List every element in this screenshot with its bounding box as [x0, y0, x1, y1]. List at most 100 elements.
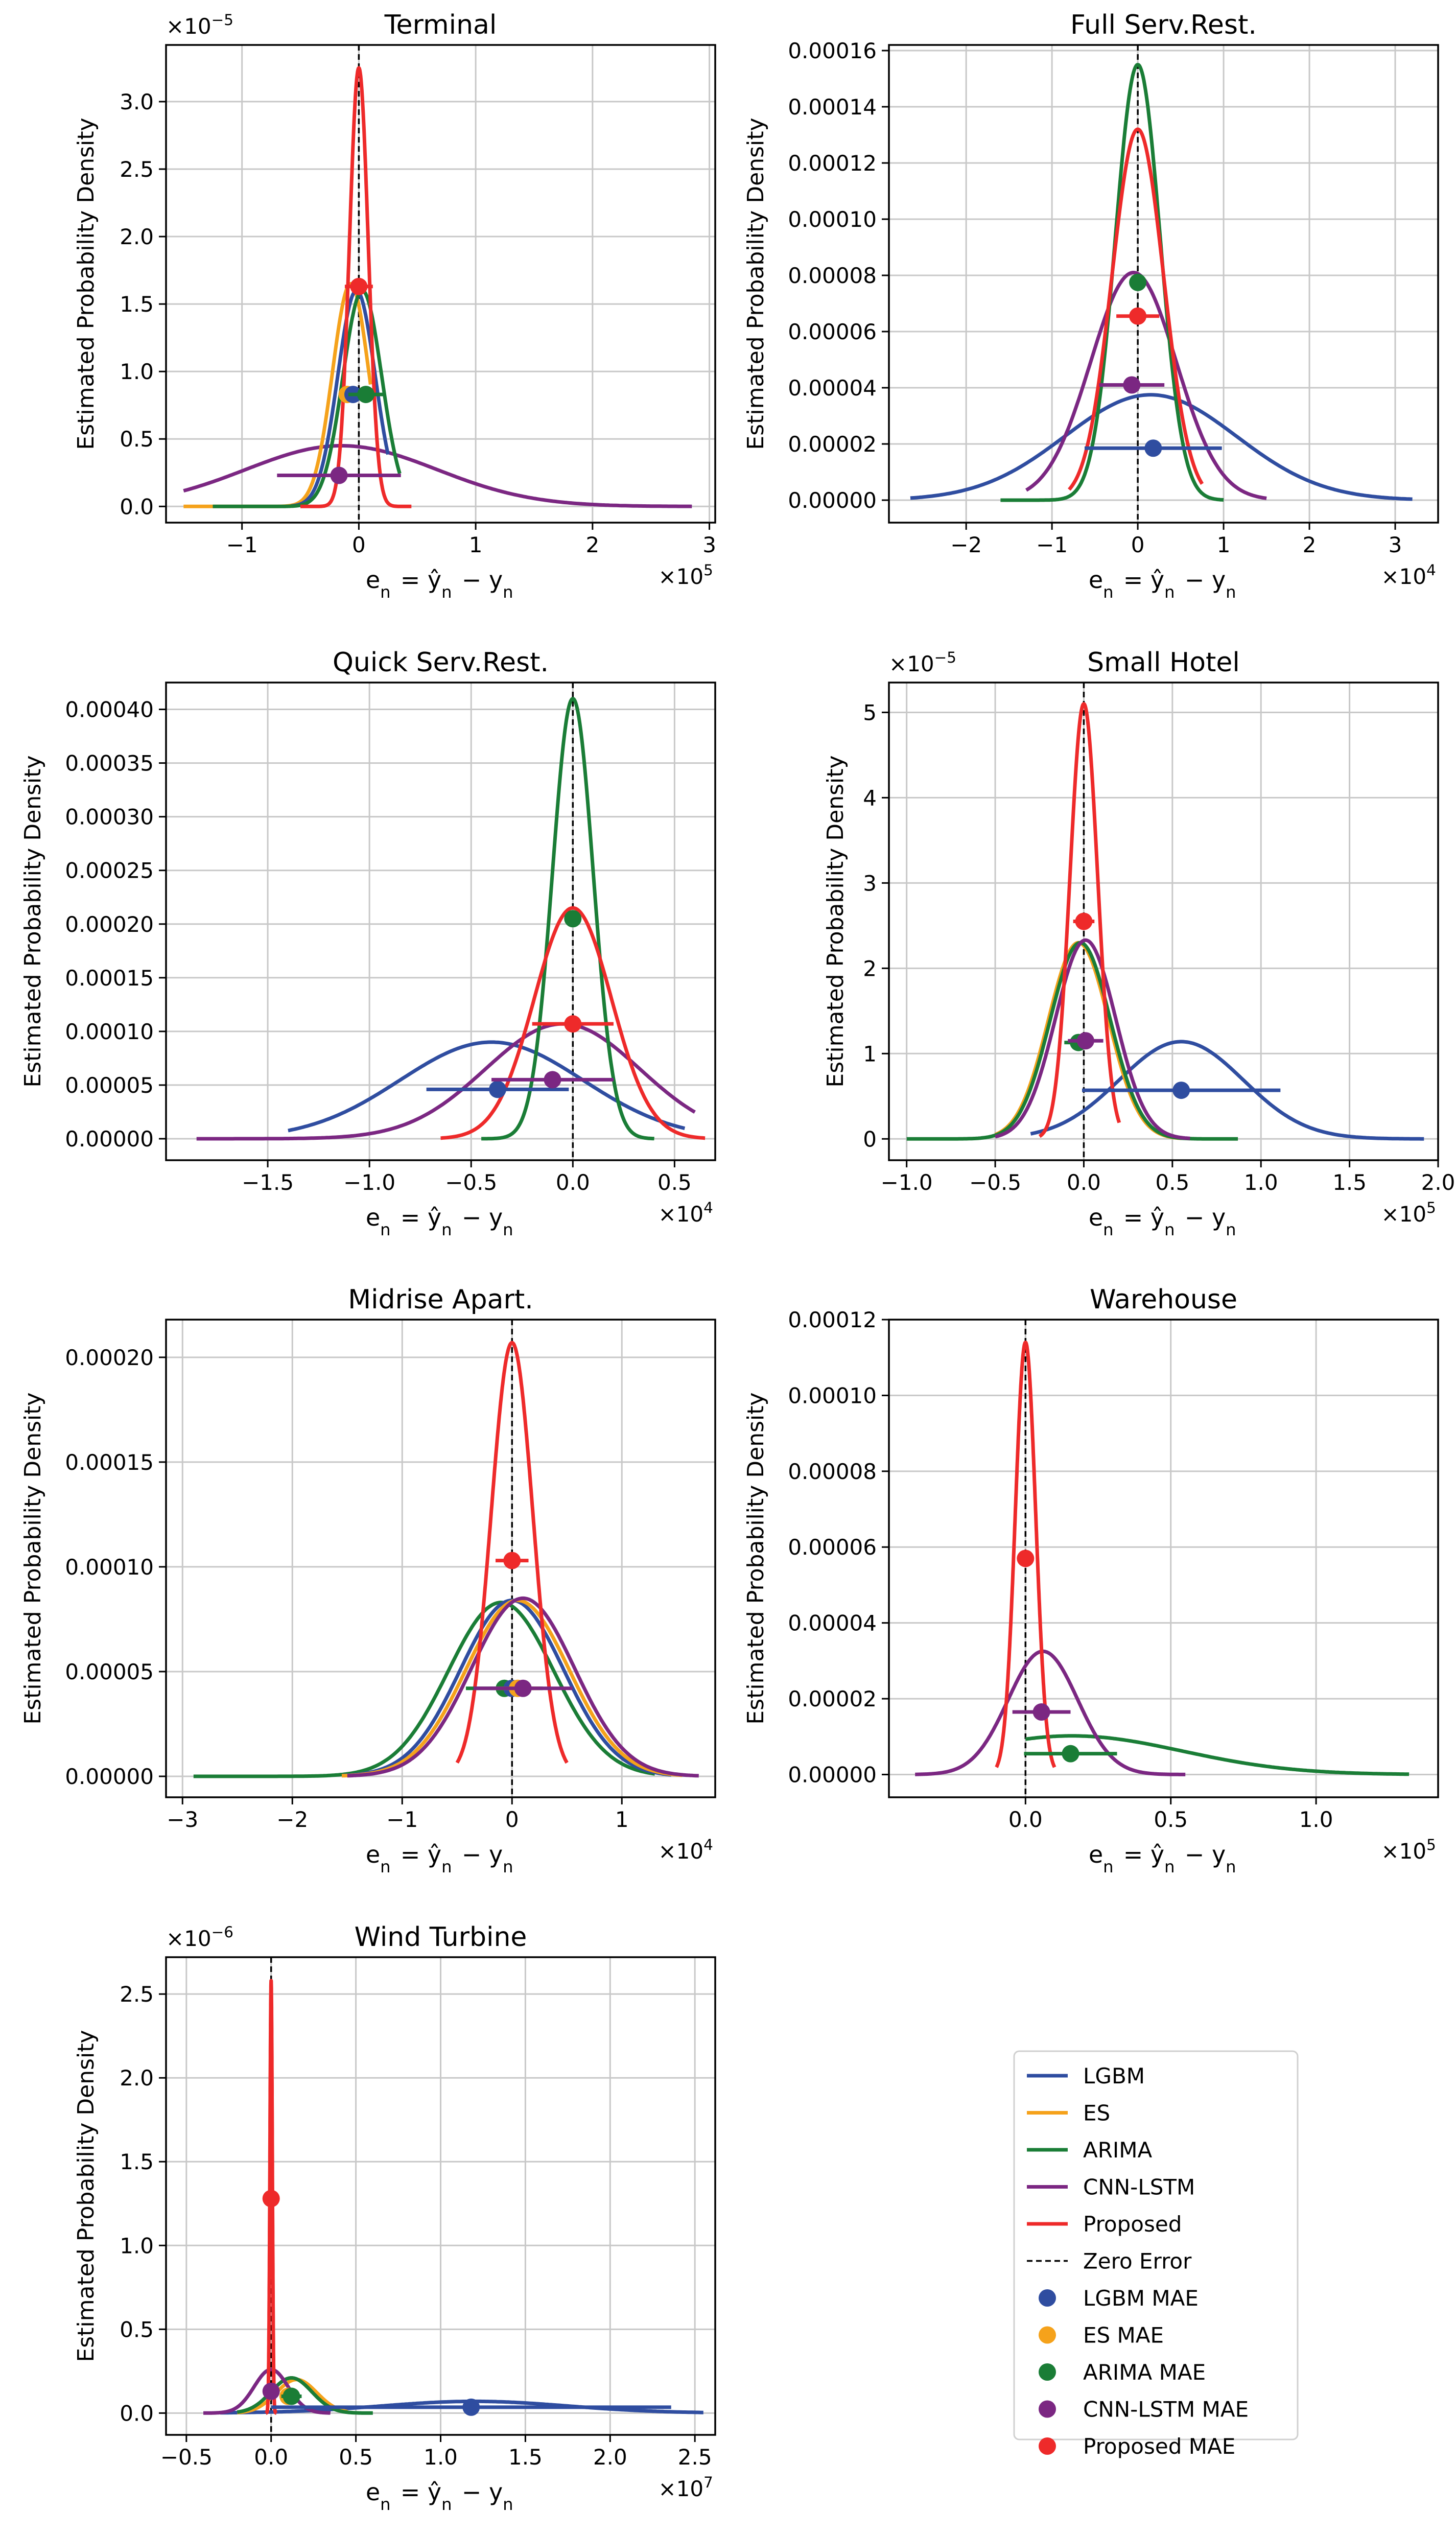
- y-tick-label: 4: [863, 785, 877, 810]
- mae-point-proposed: [350, 277, 368, 295]
- y-tick-label: 0.00015: [65, 1450, 154, 1475]
- x-tick-label: 3: [702, 532, 716, 557]
- panel-terminal: −1 0 1 2 3 0.0 0.5 1.0 1.5 2.0 2.5 3.0 Terminal en = …: [73, 10, 716, 602]
- y-tick-label: 0.00040: [65, 697, 154, 722]
- y-tick-label: 3.0: [120, 89, 154, 114]
- axes-frame: [888, 1319, 1439, 1798]
- x-tick-label: 1.5: [508, 2445, 543, 2470]
- axes-frame: [165, 1319, 716, 1798]
- legend-label: ARIMA MAE: [1083, 2360, 1206, 2385]
- mae-point-cnn-lstm: [262, 2382, 280, 2400]
- mae-point-proposed: [1075, 912, 1093, 930]
- y-axis-label: Estimated Probability Density: [20, 1392, 46, 1724]
- x-axis-label: en = ŷn − yn: [366, 2478, 515, 2514]
- legend-label: ES MAE: [1083, 2323, 1164, 2348]
- x-tick-label: 2.0: [1421, 1170, 1455, 1195]
- x-tick-label: 1.5: [1332, 1170, 1367, 1195]
- mae-point-cnn-lstm: [1123, 376, 1141, 394]
- density-curves: [196, 697, 706, 1141]
- grid: [889, 1319, 1438, 1797]
- curve-arima: [236, 2376, 374, 2415]
- legend-item-arima: ARIMA: [1027, 2138, 1153, 2163]
- y-tick-label: 0.00016: [788, 38, 877, 63]
- mae-point-arima: [1129, 273, 1147, 291]
- y-offset-multiplier: ×10−6: [166, 1923, 236, 1951]
- axes-frame: [888, 44, 1439, 524]
- x-offset-multiplier: ×105: [1381, 1836, 1438, 1864]
- x-tick-label: −1: [226, 532, 258, 557]
- y-tick-label: 2: [863, 956, 877, 981]
- legend-label: Proposed: [1083, 2212, 1182, 2237]
- y-tick-label: 1.0: [120, 359, 154, 384]
- y-tick-label: 0.00008: [788, 1459, 877, 1484]
- legend-label: CNN-LSTM MAE: [1083, 2397, 1249, 2422]
- x-offset-multiplier: ×104: [658, 1836, 715, 1864]
- legend-swatch-marker: [1039, 2289, 1056, 2307]
- y-tick-label: 2.5: [120, 1982, 154, 2007]
- y-tick-label: 0.00010: [65, 1019, 154, 1044]
- panel-midrise-apart: −3 −2 −1 0 1 0.00000 0.00005 0.00010 0.00015 0.00…: [20, 1284, 716, 1876]
- legend-label: ARIMA: [1083, 2138, 1153, 2163]
- x-tick-label: −2: [950, 532, 982, 557]
- x-tick-label: 0.5: [339, 2445, 373, 2470]
- y-axis-label: Estimated Probability Density: [73, 2030, 99, 2362]
- mae-markers: [262, 2190, 671, 2416]
- x-tick-label: 0: [352, 532, 366, 557]
- y-tick-label: 0.00010: [65, 1555, 154, 1580]
- legend-item-es: ES: [1027, 2101, 1110, 2126]
- curve-arima: [1025, 1734, 1410, 1776]
- x-tick-label: 1: [1217, 532, 1231, 557]
- y-tick-label: 2.5: [120, 157, 154, 182]
- legend-item-lgbm: LGBM: [1027, 2063, 1145, 2088]
- legend-swatch-marker: [1039, 2326, 1056, 2344]
- legend-item-cnn-lstm: CNN-LSTM: [1027, 2175, 1195, 2200]
- x-offset-multiplier: ×104: [1381, 561, 1438, 589]
- y-offset-multiplier: ×10−5: [166, 11, 236, 39]
- x-tick-label: −1: [1036, 532, 1068, 557]
- y-tick-label: 0.00035: [65, 751, 154, 776]
- panel-title: Warehouse: [1090, 1284, 1237, 1315]
- legend-box: [1013, 2050, 1299, 2440]
- y-tick-label: 0.00000: [65, 1126, 154, 1152]
- curve-cnn-lstm: [914, 1649, 1186, 1776]
- mae-point-cnn-lstm: [1076, 1032, 1094, 1050]
- curve-cnn-lstm: [994, 938, 1191, 1140]
- mae-point-proposed: [564, 1015, 582, 1033]
- curve-arima: [212, 289, 402, 508]
- density-curves: [193, 1341, 699, 1778]
- legend-label: CNN-LSTM: [1083, 2175, 1195, 2200]
- density-curves: [910, 63, 1413, 502]
- legend-item-zero-error: Zero Error: [1027, 2249, 1192, 2274]
- y-tick-label: 0.00012: [788, 151, 877, 176]
- x-tick-label: 0.0: [254, 2445, 288, 2470]
- y-tick-label: 0.00004: [788, 1611, 877, 1636]
- y-tick-label: 0.00005: [65, 1659, 154, 1684]
- panel-small-hotel: −1.0 −0.5 0.0 0.5 1.0 1.5 2.0 0 1 2 3 4 5 Small Hotel…: [823, 647, 1455, 1239]
- x-tick-label: 0.5: [657, 1170, 692, 1195]
- mae-point-cnn-lstm: [330, 466, 348, 484]
- curve-proposed: [1038, 702, 1121, 1138]
- legend-item-proposed-mae: Proposed MAE: [1039, 2434, 1235, 2459]
- y-tick-label: 0.00020: [65, 1345, 154, 1370]
- mae-markers: [426, 910, 614, 1098]
- grid: [166, 45, 715, 523]
- y-tick-label: 0.00014: [788, 95, 877, 120]
- legend-swatch-marker: [1039, 2400, 1056, 2418]
- y-tick-label: 0.00005: [65, 1073, 154, 1098]
- y-axis-label: Estimated Probability Density: [743, 118, 769, 450]
- x-tick-label: 1.0: [1244, 1170, 1278, 1195]
- panel-full-serv-rest: −2 −1 0 1 2 3 0.00000 0.00002 0.00004 0.00006 0.00…: [743, 10, 1439, 602]
- y-tick-label: 1.5: [120, 292, 154, 317]
- panel-title: Small Hotel: [1087, 647, 1240, 678]
- grid: [166, 1957, 715, 2435]
- y-tick-label: 0.00020: [65, 912, 154, 937]
- legend-item-cnn-lstm-mae: CNN-LSTM MAE: [1039, 2397, 1249, 2422]
- curve-lgbm: [220, 2399, 703, 2415]
- curve-cnn-lstm: [196, 1022, 696, 1141]
- y-tick-label: 0.00010: [788, 207, 877, 232]
- y-tick-label: 0.00002: [788, 1686, 877, 1711]
- legend-item-lgbm-mae: LGBM MAE: [1039, 2286, 1199, 2311]
- y-tick-label: 0.00025: [65, 858, 154, 883]
- x-offset-multiplier: ×107: [658, 2474, 715, 2501]
- mae-point-proposed: [262, 2190, 280, 2208]
